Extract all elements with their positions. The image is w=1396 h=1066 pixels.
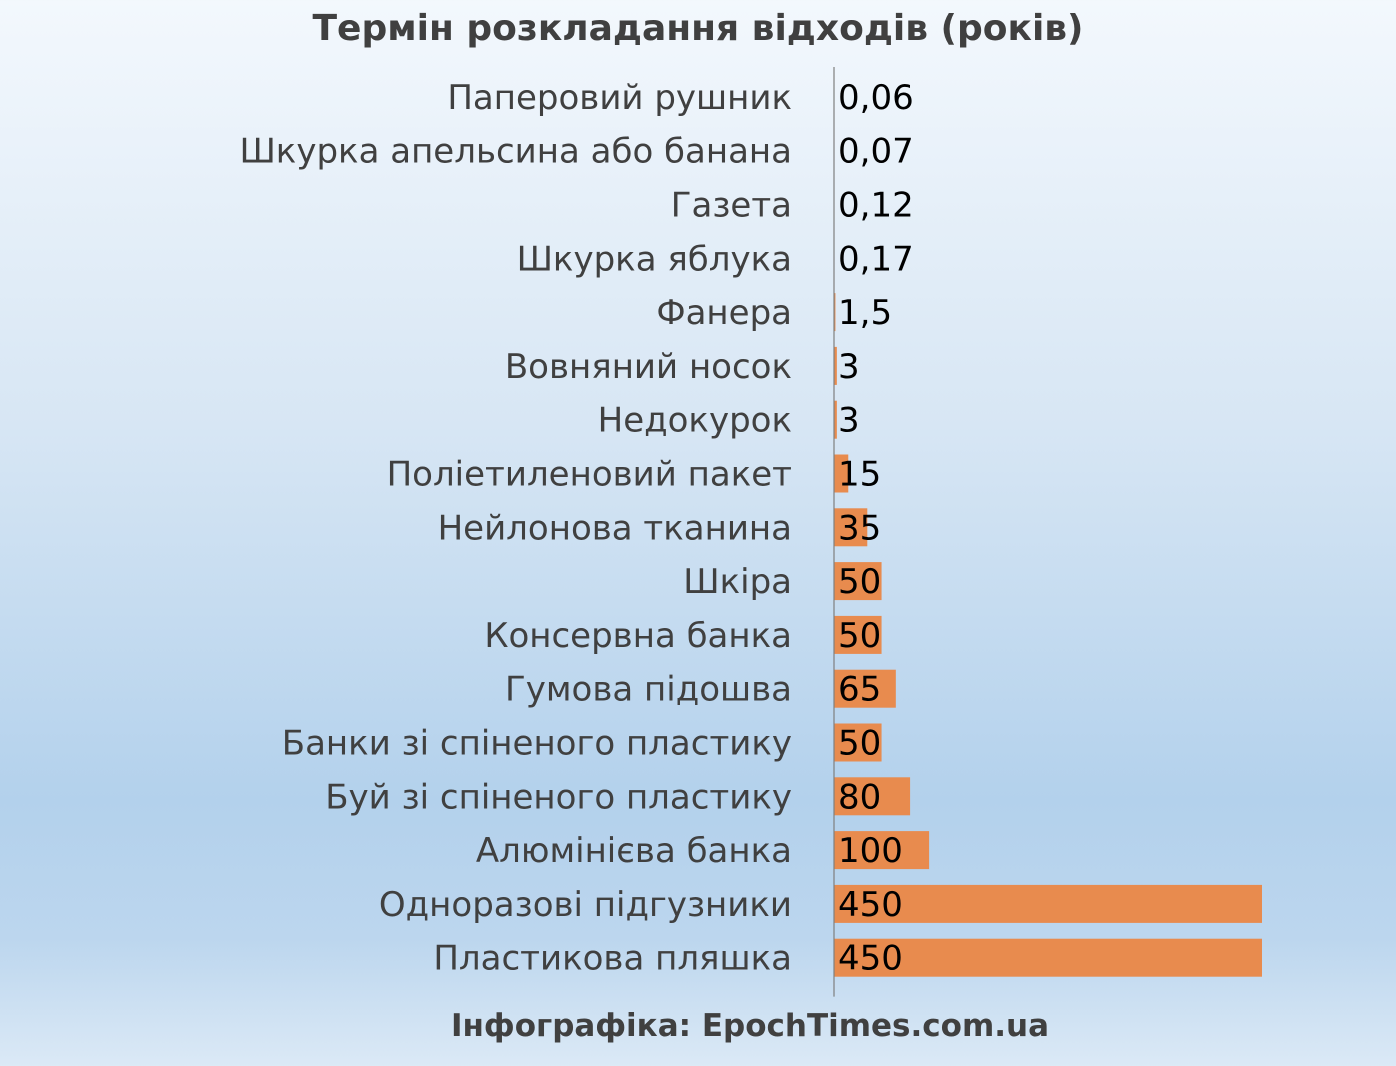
value-label: 65 (838, 670, 881, 710)
bar (834, 723, 882, 762)
bar (834, 777, 911, 816)
bar (834, 562, 882, 601)
category-label: Газета (671, 186, 792, 226)
bar (834, 293, 836, 332)
value-label: 80 (838, 777, 881, 817)
value-label: 50 (838, 724, 881, 764)
bar (834, 400, 837, 439)
category-label: Алюмінієва банка (476, 831, 792, 871)
bar (834, 454, 849, 493)
value-label: 35 (838, 508, 881, 548)
category-label: Консервна банка (484, 616, 792, 656)
value-label: 0,07 (838, 132, 914, 172)
value-label: 3 (838, 347, 860, 387)
value-label: 50 (838, 616, 881, 656)
bar (834, 508, 868, 547)
category-label: Недокурок (598, 401, 792, 441)
value-label: 3 (838, 401, 860, 441)
category-label: Одноразові підгузники (379, 885, 792, 925)
value-label: 1,5 (838, 293, 892, 333)
category-label: Фанера (656, 293, 792, 333)
bar (834, 615, 882, 654)
category-label: Пластикова пляшка (433, 939, 792, 979)
chart-title: Термін розкладання відходів (років) (312, 8, 1084, 49)
value-label: 0,06 (838, 78, 914, 118)
bar (834, 831, 930, 870)
bar (834, 346, 837, 385)
footer-credit: Інфографіка: EpochTimes.com.ua (450, 1008, 1050, 1044)
category-label: Нейлонова тканина (438, 508, 792, 548)
value-label: 450 (838, 885, 903, 925)
bar (834, 669, 896, 708)
category-label: Гумова підошва (505, 670, 792, 710)
value-label: 15 (838, 455, 881, 495)
labels-layer: Паперовий рушник 0,06 Шкурка апельсина або… (239, 78, 913, 979)
category-label: Вовняний носок (505, 347, 792, 387)
value-label: 50 (838, 562, 881, 602)
category-label: Паперовий рушник (447, 78, 792, 118)
bar (834, 884, 1262, 923)
bar (834, 938, 1262, 977)
value-label: 100 (838, 831, 903, 871)
category-label: Банки зі спіненого пластику (282, 724, 792, 764)
value-label: 0,17 (838, 239, 914, 279)
value-label: 450 (838, 939, 903, 979)
category-label: Поліетиленовий пакет (387, 455, 792, 495)
category-label: Шкіра (683, 562, 792, 602)
category-label: Шкурка апельсина або банана (239, 132, 792, 172)
value-label: 0,12 (838, 186, 914, 226)
bars-layer (834, 77, 1262, 977)
category-label: Шкурка яблука (517, 239, 792, 279)
category-label: Буй зі спіненого пластику (325, 777, 792, 817)
